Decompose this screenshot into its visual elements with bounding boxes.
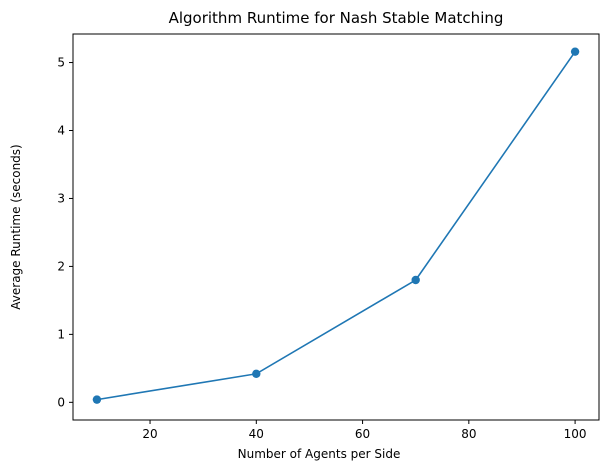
y-tick-label: 4 <box>57 124 65 138</box>
x-tick-label: 40 <box>249 427 264 441</box>
data-point <box>570 47 580 56</box>
data-point <box>411 275 420 285</box>
y-tick-label: 3 <box>57 191 65 205</box>
y-tick-label: 0 <box>57 395 65 409</box>
x-tick-label: 100 <box>564 427 587 441</box>
series-line <box>96 51 576 401</box>
x-tick-label: 60 <box>355 427 370 441</box>
y-tick-label: 1 <box>57 327 65 341</box>
y-tick-label: 2 <box>57 259 65 273</box>
chart-title: Algorithm Runtime for Nash Stable Matchi… <box>169 9 504 27</box>
data-point <box>252 369 261 378</box>
y-tick-label: 5 <box>57 56 65 70</box>
x-tick-label: 80 <box>461 427 476 441</box>
data-point <box>92 395 102 404</box>
series-layer <box>92 47 580 404</box>
x-axis: 20 40 60 80 100 <box>142 420 587 441</box>
x-tick-label: 20 <box>142 427 157 441</box>
y-axis: 0 1 2 3 4 5 <box>57 56 73 409</box>
plot-area <box>72 33 600 421</box>
plot-frame <box>72 33 600 421</box>
x-axis-label: Number of Agents per Side <box>238 447 401 461</box>
y-axis-label: Average Runtime (seconds) <box>9 144 23 309</box>
